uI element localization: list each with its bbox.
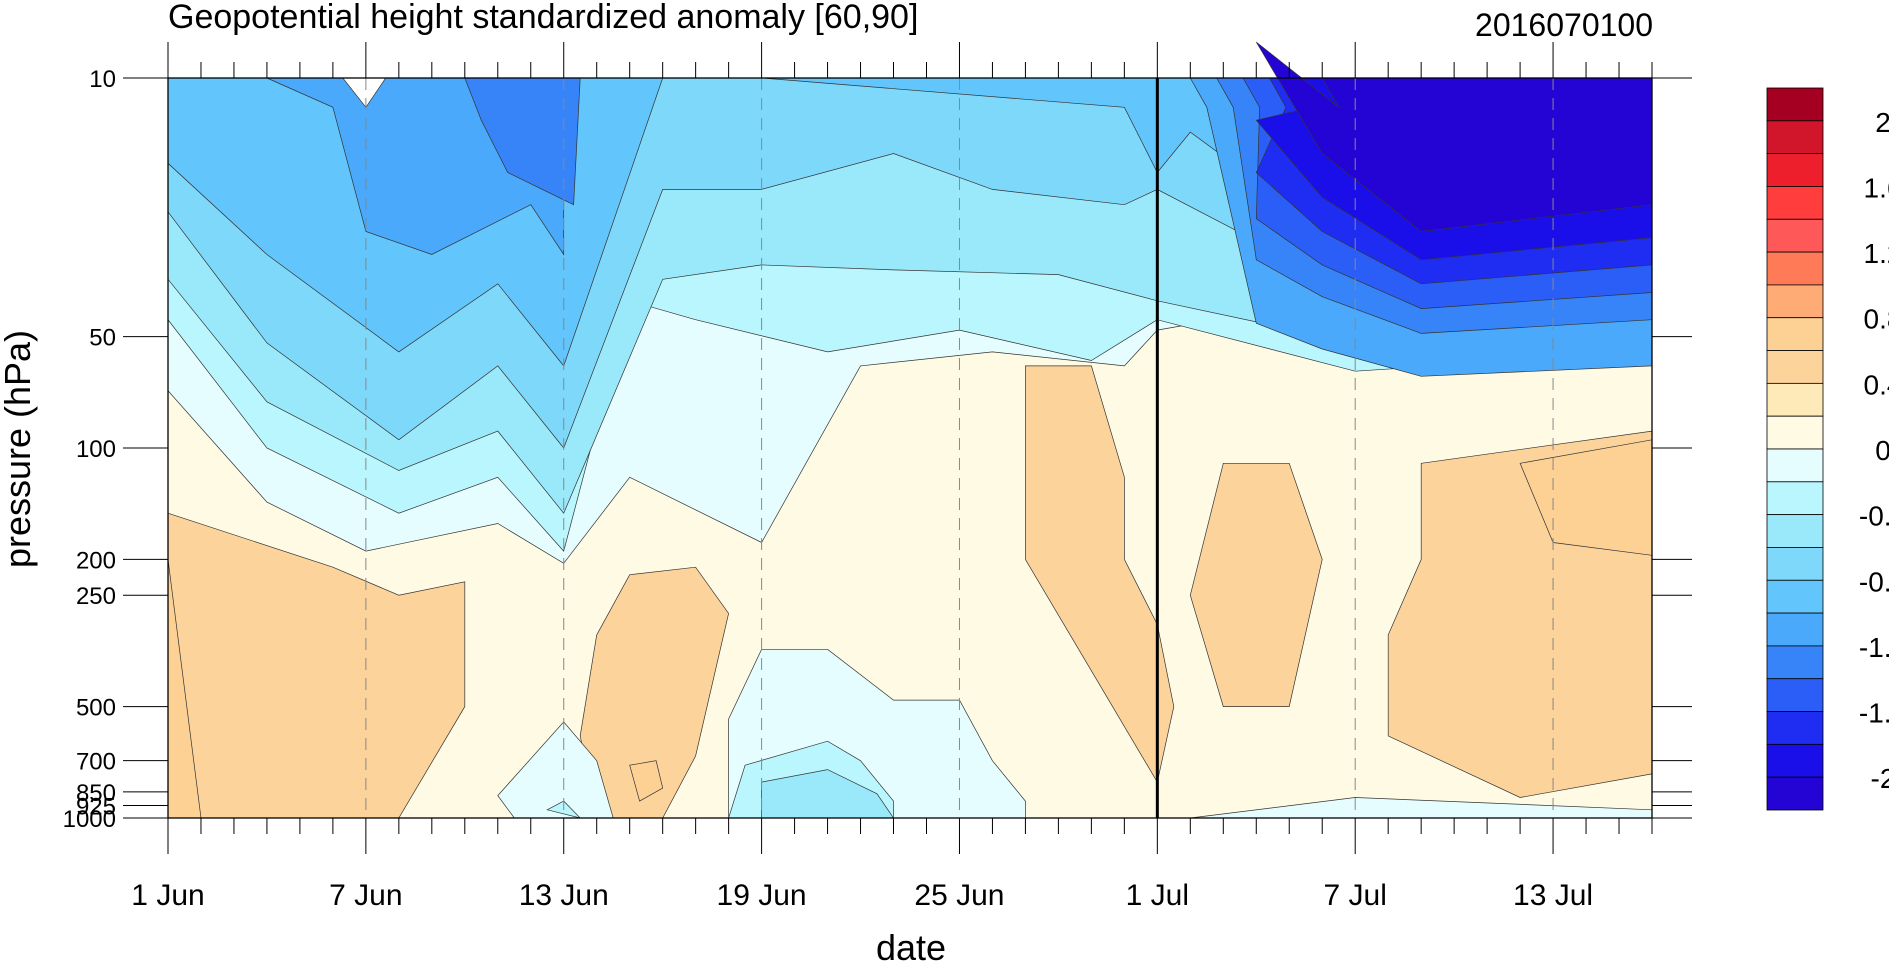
x-tick-label: 25 Jun: [914, 879, 1004, 912]
colorbar-swatch: [1766, 579, 1824, 614]
colorbar-swatch: [1766, 186, 1824, 220]
colorbar-label: 0: [1875, 435, 1889, 466]
colorbar-label: 0.4: [1864, 369, 1889, 400]
y-tick-label: 10: [89, 66, 116, 93]
colorbar-swatch: [1766, 448, 1824, 483]
colorbar-swatch: [1766, 350, 1824, 384]
colorbar-label: -1.6: [1859, 698, 1889, 729]
colorbar-label: -2: [1871, 763, 1889, 794]
y-tick-label: 700: [76, 749, 116, 776]
x-tick-label: 1 Jul: [1126, 879, 1189, 912]
colorbar-swatch: [1766, 218, 1824, 253]
colorbar-swatch: [1766, 317, 1824, 351]
chart-title: Geopotential height standardized anomaly…: [168, 0, 918, 36]
colorbar: 2 1.6 1.2 0.8 0.4 0 -0.4 -0.8 -1.2 -1.6 -2: [1766, 87, 1889, 811]
y-tick-label: 50: [89, 325, 116, 352]
colorbar-swatch: [1766, 678, 1824, 712]
colorbar-swatch: [1766, 743, 1824, 778]
colorbar-swatch: [1766, 481, 1824, 516]
colorbar-label: -1.2: [1859, 632, 1889, 663]
y-tick-label: 850: [76, 780, 116, 807]
y-tick-label: 200: [76, 547, 116, 574]
y-tick-label: 100: [76, 436, 116, 463]
colorbar-swatch: [1766, 514, 1824, 548]
colorbar-swatch: [1766, 153, 1824, 187]
colorbar-swatch: [1766, 251, 1824, 286]
y-tick-label: 925: [76, 793, 116, 820]
contour-fill-layer: [167, 41, 1653, 819]
colorbar-swatch: [1766, 645, 1824, 680]
colorbar-label: 2: [1875, 107, 1889, 138]
colorbar-label: 0.8: [1864, 304, 1889, 335]
colorbar-swatch: [1766, 87, 1824, 122]
y-tick-label: 1000: [63, 806, 116, 833]
colorbar-label: -0.8: [1859, 566, 1889, 597]
colorbar-label: 1.6: [1864, 172, 1889, 203]
contour-pos-lobe-5: [629, 760, 664, 802]
colorbar-label: -0.4: [1859, 501, 1889, 532]
colorbar-swatch: [1766, 382, 1824, 417]
colorbar-swatch: [1766, 612, 1824, 647]
x-tick-label: 13 Jun: [519, 879, 609, 912]
colorbar-swatch: [1766, 120, 1824, 155]
x-tick-label: 7 Jul: [1324, 879, 1387, 912]
contour-near-surf-1: [497, 721, 614, 819]
colorbar-swatch: [1766, 776, 1824, 811]
axes-layer: 1 Jun 7 Jun 13 Jun 19 Jun 25 Jun 1 Jul 7 Jul 13…: [63, 42, 1692, 912]
x-tick-label: 19 Jun: [717, 879, 807, 912]
x-tick-label: 1 Jun: [131, 879, 204, 912]
x-tick-label: 7 Jun: [329, 879, 402, 912]
colorbar-swatch: [1766, 284, 1824, 319]
contour-near-surf-5: [761, 769, 895, 819]
x-axis-label: date: [876, 927, 946, 963]
x-tick-label: 13 Jul: [1513, 879, 1593, 912]
contour-pos-lobe-6: [1025, 365, 1175, 784]
y-tick-label: 500: [76, 695, 116, 722]
colorbar-swatch: [1766, 547, 1824, 581]
contour-pos-lobe-3: [167, 512, 466, 819]
colorbar-label: 1.2: [1864, 238, 1889, 269]
colorbar-swatch: [1766, 415, 1824, 450]
y-tick-label: 250: [76, 583, 116, 610]
colorbar-swatch: [1766, 711, 1824, 745]
y-axis-label: pressure (hPa): [0, 330, 38, 568]
contour-pos-lobe-7: [1189, 462, 1323, 707]
chart-subtitle: 2016070100: [1475, 7, 1653, 43]
